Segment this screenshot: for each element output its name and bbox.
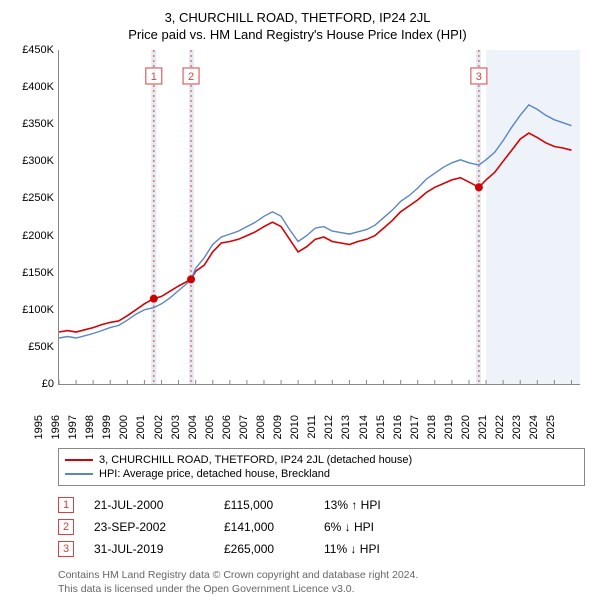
svg-text:3: 3 xyxy=(476,71,482,83)
y-tick-label: £350K xyxy=(10,118,54,130)
sale-price: £115,000 xyxy=(224,498,304,512)
title-subtitle: Price paid vs. HM Land Registry's House … xyxy=(10,27,585,42)
y-tick-label: £400K xyxy=(10,81,54,93)
sale-diff: 13% ↑ HPI xyxy=(324,498,414,512)
y-tick-label: £250K xyxy=(10,192,54,204)
legend-item: 3, CHURCHILL ROAD, THETFORD, IP24 2JL (d… xyxy=(65,453,578,467)
title-address: 3, CHURCHILL ROAD, THETFORD, IP24 2JL xyxy=(10,10,585,25)
sale-marker-box: 1 xyxy=(58,497,74,513)
title-block: 3, CHURCHILL ROAD, THETFORD, IP24 2JL Pr… xyxy=(10,10,585,42)
sale-date: 21-JUL-2000 xyxy=(94,498,204,512)
plot-region: 1 2 3 xyxy=(58,50,580,385)
sale-price: £141,000 xyxy=(224,520,304,534)
legend-swatch xyxy=(65,459,93,461)
sale-row: 3 31-JUL-2019 £265,000 11% ↓ HPI xyxy=(58,538,585,560)
sale-diff: 11% ↓ HPI xyxy=(324,542,414,556)
y-tick-label: £0 xyxy=(10,378,54,390)
footer-line-2: This data is licensed under the Open Gov… xyxy=(58,582,585,596)
y-tick-label: £450K xyxy=(10,44,54,56)
sale-diff: 6% ↓ HPI xyxy=(324,520,414,534)
legend-swatch xyxy=(65,473,93,475)
line-chart-svg: 1 2 3 xyxy=(59,50,580,384)
chart-area: 123 £0£50K£100K£150K£200K£250K£300K£350K… xyxy=(58,50,580,410)
y-tick-label: £100K xyxy=(10,304,54,316)
legend-box: 3, CHURCHILL ROAD, THETFORD, IP24 2JL (d… xyxy=(58,448,585,486)
chart-container: 3, CHURCHILL ROAD, THETFORD, IP24 2JL Pr… xyxy=(0,0,600,590)
sale-marker-box: 2 xyxy=(58,519,74,535)
x-tick-label: 2025 xyxy=(545,415,570,439)
sale-date: 31-JUL-2019 xyxy=(94,542,204,556)
footer-attribution: Contains HM Land Registry data © Crown c… xyxy=(58,568,585,596)
footer-line-1: Contains HM Land Registry data © Crown c… xyxy=(58,568,585,582)
sale-price: £265,000 xyxy=(224,542,304,556)
legend-item: HPI: Average price, detached house, Brec… xyxy=(65,467,578,481)
legend-label: HPI: Average price, detached house, Brec… xyxy=(99,468,330,480)
sale-row: 1 21-JUL-2000 £115,000 13% ↑ HPI xyxy=(58,494,585,516)
y-tick-label: £300K xyxy=(10,155,54,167)
y-tick-label: £50K xyxy=(10,341,54,353)
sale-row: 2 23-SEP-2002 £141,000 6% ↓ HPI xyxy=(58,516,585,538)
svg-text:1: 1 xyxy=(151,71,157,83)
sales-table: 1 21-JUL-2000 £115,000 13% ↑ HPI 2 23-SE… xyxy=(58,494,585,560)
svg-text:2: 2 xyxy=(188,71,194,83)
legend-label: 3, CHURCHILL ROAD, THETFORD, IP24 2JL (d… xyxy=(99,454,412,466)
sale-date: 23-SEP-2002 xyxy=(94,520,204,534)
y-tick-label: £150K xyxy=(10,267,54,279)
y-tick-label: £200K xyxy=(10,230,54,242)
sale-marker-box: 3 xyxy=(58,541,74,557)
